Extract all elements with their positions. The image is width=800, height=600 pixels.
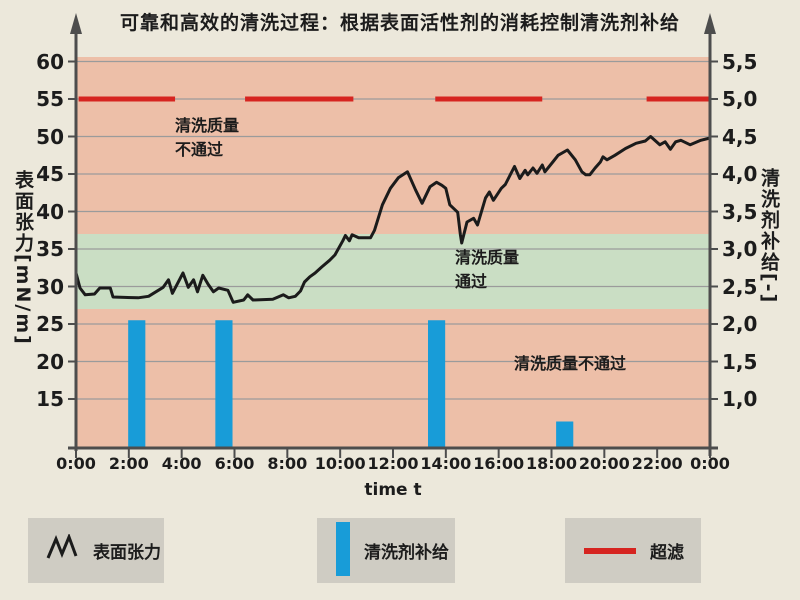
x-tick-label: 2:00	[108, 454, 149, 473]
x-tick-label: 18:00	[526, 454, 577, 473]
ultrafiltration-segment	[245, 96, 354, 102]
right-tick-label: 4,0	[722, 162, 758, 186]
legend-label: 表面张力	[93, 543, 161, 563]
left-tick-label: 60	[36, 49, 64, 74]
left-tick-label: 45	[36, 162, 64, 186]
right-tick-label: 1,5	[722, 349, 758, 374]
legend-item-surface-tension: 表面张力	[28, 518, 164, 583]
red-line-icon	[583, 541, 637, 560]
right-tick-label: 4,5	[722, 124, 758, 149]
zone-fail	[76, 309, 710, 448]
left-tick-label: 55	[36, 87, 64, 111]
right-axis-title: 清洗剂补给[-]	[758, 168, 780, 305]
ultrafiltration-segment	[435, 96, 543, 102]
right-tick-label: 5,0	[722, 87, 758, 111]
left-tick-label: 30	[36, 274, 64, 299]
legend-label: 超滤	[650, 543, 684, 563]
dosing-bar	[215, 320, 233, 448]
x-tick-label: 14:00	[420, 454, 472, 473]
chart-title: 可靠和高效的清洗过程：根据表面活性剂的消耗控制清洗剂补给	[119, 12, 680, 34]
dosing-bar	[128, 320, 146, 448]
x-tick-label: 6:00	[214, 454, 255, 473]
right-tick-label: 2,0	[722, 312, 758, 336]
left-tick-label: 50	[36, 124, 64, 149]
zone-fail	[76, 57, 710, 234]
x-tick-label: 22:00	[631, 454, 683, 473]
legend-item-cleaner-dosing: 清洗剂补给	[317, 518, 455, 583]
x-tick-label: 20:00	[578, 454, 630, 473]
legend-label: 清洗剂补给	[364, 543, 449, 563]
zone-pass	[76, 234, 710, 309]
left-tick-label: 15	[36, 387, 64, 411]
x-tick-label: 0:00	[690, 454, 730, 473]
zone-label-pass: 清洗质量 通过	[455, 248, 520, 291]
left-tick-label: 35	[36, 237, 64, 261]
x-tick-label: 16:00	[473, 454, 525, 473]
x-tick-label: 12:00	[367, 454, 419, 473]
zigzag-line-icon	[46, 532, 80, 568]
right-tick-label: 3,0	[722, 237, 758, 261]
surface-tension-line	[74, 135, 712, 304]
right-tick-label: 2,5	[722, 274, 758, 299]
x-axis-title: time t	[364, 480, 422, 500]
left-tick-label: 40	[36, 199, 64, 224]
ultrafiltration-segment	[646, 96, 710, 102]
zone-label-fail-bottom: 清洗质量不通过	[514, 354, 627, 373]
right-tick-label: 5,5	[722, 49, 758, 74]
x-tick-label: 0:00	[56, 454, 96, 473]
legend: 表面张力 清洗剂补给 超滤	[0, 518, 800, 588]
x-tick-label: 10:00	[314, 454, 366, 473]
left-axis-arrow-icon	[70, 13, 82, 34]
left-axis-title: 表面张力[mN/m]	[12, 170, 34, 346]
x-tick-label: 8:00	[267, 454, 308, 473]
dosing-bar	[428, 320, 446, 448]
left-tick-label: 20	[36, 349, 64, 374]
left-tick-label: 25	[36, 312, 64, 336]
x-tick-label: 4:00	[161, 454, 202, 473]
right-axis-arrow-icon	[704, 13, 716, 34]
right-tick-label: 3,5	[722, 199, 758, 224]
legend-item-ultrafiltration: 超滤	[565, 518, 701, 583]
blue-bar-icon	[335, 521, 351, 581]
ultrafiltration-segment	[78, 96, 176, 102]
zone-label-fail-top: 清洗质量 不通过	[175, 116, 240, 159]
right-tick-label: 1,0	[722, 387, 758, 411]
dosing-bar	[556, 421, 574, 448]
